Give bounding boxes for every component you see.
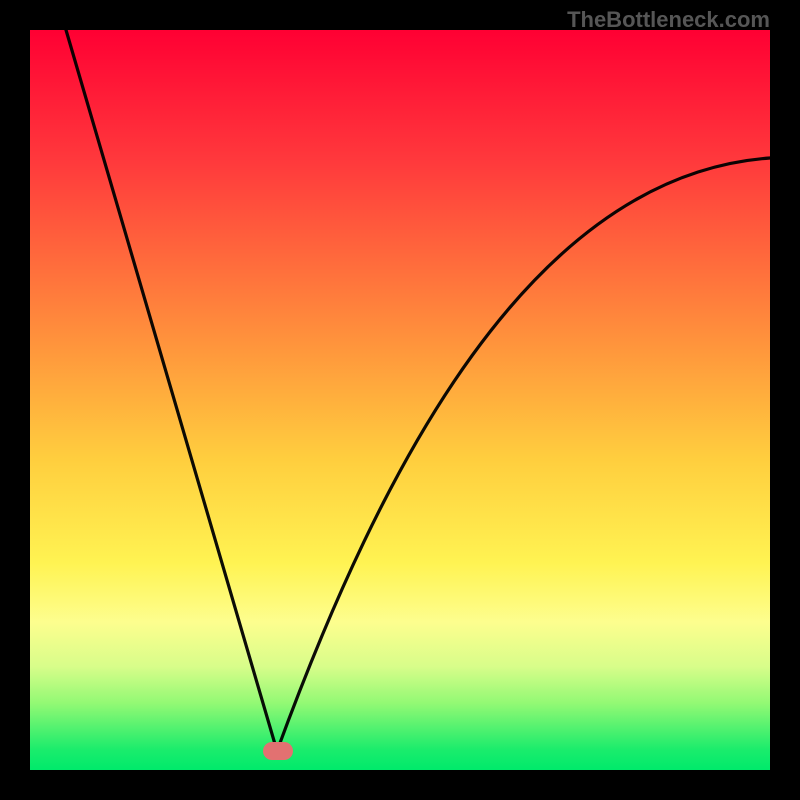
v-curve-path bbox=[66, 30, 770, 751]
valley-marker bbox=[263, 742, 293, 760]
canvas: TheBottleneck.com bbox=[0, 0, 800, 800]
watermark-text: TheBottleneck.com bbox=[567, 7, 770, 33]
plot-area bbox=[30, 30, 770, 770]
bottleneck-curve bbox=[30, 30, 770, 770]
